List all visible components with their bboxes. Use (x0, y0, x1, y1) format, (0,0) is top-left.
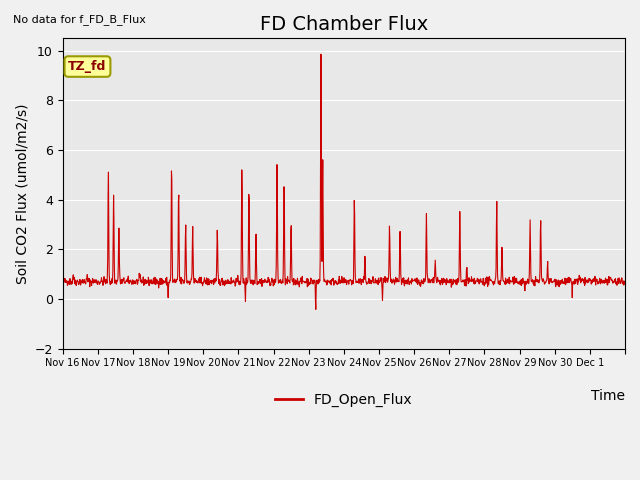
Legend: FD_Open_Flux: FD_Open_Flux (269, 388, 418, 413)
Title: FD Chamber Flux: FD Chamber Flux (260, 15, 428, 34)
Text: TZ_fd: TZ_fd (68, 60, 107, 73)
Text: No data for f_FD_B_Flux: No data for f_FD_B_Flux (13, 13, 146, 24)
X-axis label: Time: Time (591, 389, 625, 403)
Y-axis label: Soil CO2 Flux (umol/m2/s): Soil CO2 Flux (umol/m2/s) (15, 103, 29, 284)
